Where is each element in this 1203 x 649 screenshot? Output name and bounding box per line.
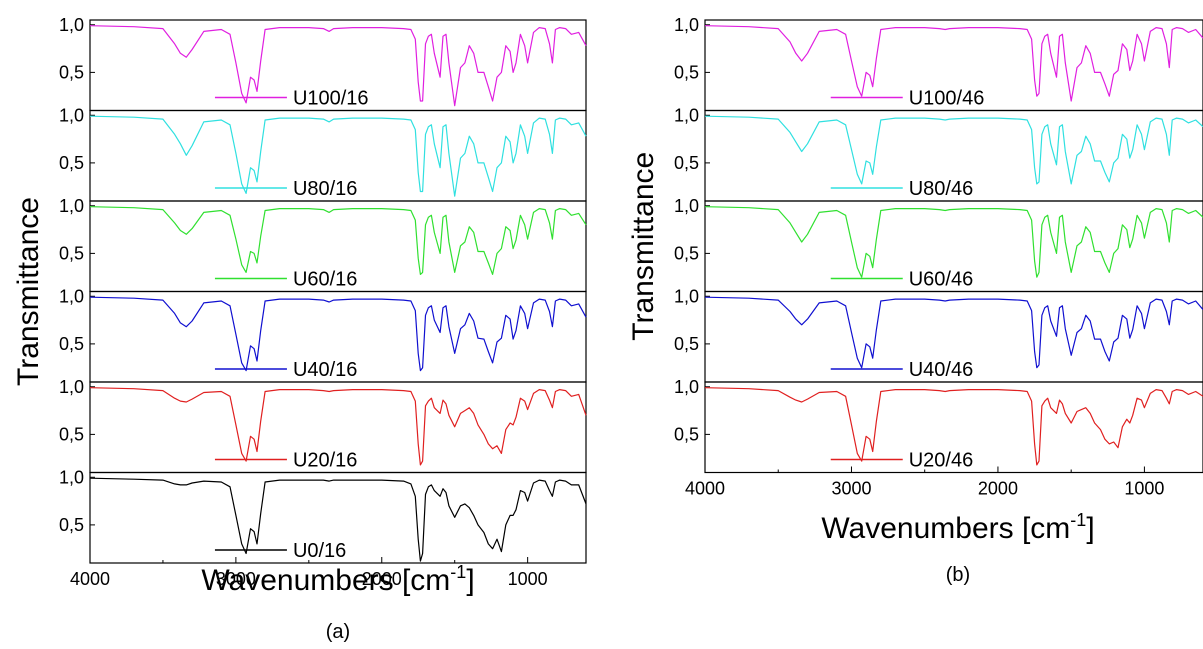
spectrum-panel: 0,5 1,0 U80/16 — [59, 105, 587, 202]
spectrum-line — [704, 115, 1203, 185]
y-tick-label: 1,0 — [674, 286, 699, 306]
legend-label: U0/16 — [293, 540, 346, 562]
spectrum-panel: 0,5 1,0 U20/46 — [674, 377, 1203, 474]
x-axis-title: Wavenumbers [cm-1] — [821, 510, 1094, 545]
spectrum-line — [704, 25, 1203, 102]
y-tick-label: 1,0 — [59, 377, 84, 397]
x-tick-label: 3000 — [216, 569, 256, 589]
chart-panel-b: 0,51,0U100/460,51,0U80/460,51,0U60/460,5… — [627, 15, 1203, 586]
y-tick-label: 1,0 — [674, 15, 699, 35]
spectrum-line — [89, 477, 587, 562]
y-tick-label: 0,5 — [59, 153, 84, 173]
legend-label: U80/16 — [293, 178, 358, 200]
x-tick-label: 4000 — [70, 569, 110, 589]
x-tick-label: 1000 — [508, 569, 548, 589]
y-tick-label: 1,0 — [674, 196, 699, 216]
y-tick-label: 1,0 — [59, 15, 84, 35]
legend-label: U20/46 — [909, 450, 974, 472]
x-tick-label: 3000 — [831, 479, 871, 499]
y-tick-label: 0,5 — [674, 153, 699, 173]
x-tick-label: 4000 — [685, 479, 725, 499]
y-tick-label: 1,0 — [59, 286, 84, 306]
spectrum-panel: 0,5 1,0 U100/46 — [674, 15, 1203, 112]
spectrum-panel: 0,5 1,0 U60/46 — [674, 196, 1203, 293]
y-tick-label: 0,5 — [59, 424, 84, 444]
legend-label: U40/16 — [293, 359, 358, 381]
spectrum-line — [704, 296, 1203, 369]
x-axis-title: Wavenumbers [cm-1] — [201, 562, 474, 597]
x-tick-label: 2000 — [978, 479, 1018, 499]
y-tick-label: 0,5 — [59, 243, 84, 263]
y-tick-label: 1,0 — [674, 377, 699, 397]
spectrum-line — [704, 387, 1203, 466]
spectrum-panel: 0,5 1,0 U40/46 — [674, 286, 1203, 383]
y-tick-label: 0,5 — [59, 62, 84, 82]
spectrum-panel: 0,5 1,0 U20/16 — [59, 377, 587, 474]
spectrum-panel: 0,5 1,0 U60/16 — [59, 196, 587, 293]
y-tick-label: 1,0 — [59, 196, 84, 216]
spectrum-panel: 0,5 1,0 U0/16 — [59, 467, 587, 564]
panel-frame — [89, 471, 587, 564]
panel-label: (b) — [946, 564, 970, 586]
legend-label: U100/16 — [293, 88, 369, 110]
y-tick-label: 1,0 — [59, 467, 84, 487]
spectrum-line — [89, 296, 587, 372]
spectrum-panel: 0,5 1,0 U40/16 — [59, 286, 587, 383]
y-axis-title: Transmittance — [627, 152, 660, 341]
spectrum-panel: 0,5 1,0 U80/46 — [674, 105, 1203, 202]
y-tick-label: 0,5 — [59, 334, 84, 354]
y-tick-label: 1,0 — [59, 105, 84, 125]
spectrum-line — [89, 387, 587, 466]
legend-label: U20/16 — [293, 450, 358, 472]
y-tick-label: 0,5 — [674, 243, 699, 263]
legend-label: U60/16 — [293, 269, 358, 291]
y-tick-label: 0,5 — [674, 62, 699, 82]
y-axis-title: Transmittance — [12, 197, 45, 386]
legend-label: U40/46 — [909, 359, 974, 381]
spectrum-line — [89, 206, 587, 275]
spectrum-line — [89, 115, 587, 197]
spectrum-line — [704, 206, 1203, 278]
panel-label: (a) — [326, 621, 350, 643]
x-tick-label: 1000 — [1124, 479, 1164, 499]
x-tick-label: 2000 — [362, 569, 402, 589]
chart-panel-a: 0,51,0U100/160,51,0U80/160,51,0U60/160,5… — [12, 15, 587, 643]
legend-label: U80/46 — [909, 178, 974, 200]
y-tick-label: 0,5 — [674, 424, 699, 444]
y-tick-label: 0,5 — [674, 334, 699, 354]
y-tick-label: 0,5 — [59, 515, 84, 535]
legend-label: U100/46 — [909, 88, 985, 110]
spectrum-panel: 0,5 1,0 U100/16 — [59, 15, 587, 112]
legend-label: U60/46 — [909, 269, 974, 291]
panel-frame — [704, 381, 1203, 474]
spectrum-line — [89, 25, 587, 107]
y-tick-label: 1,0 — [674, 105, 699, 125]
